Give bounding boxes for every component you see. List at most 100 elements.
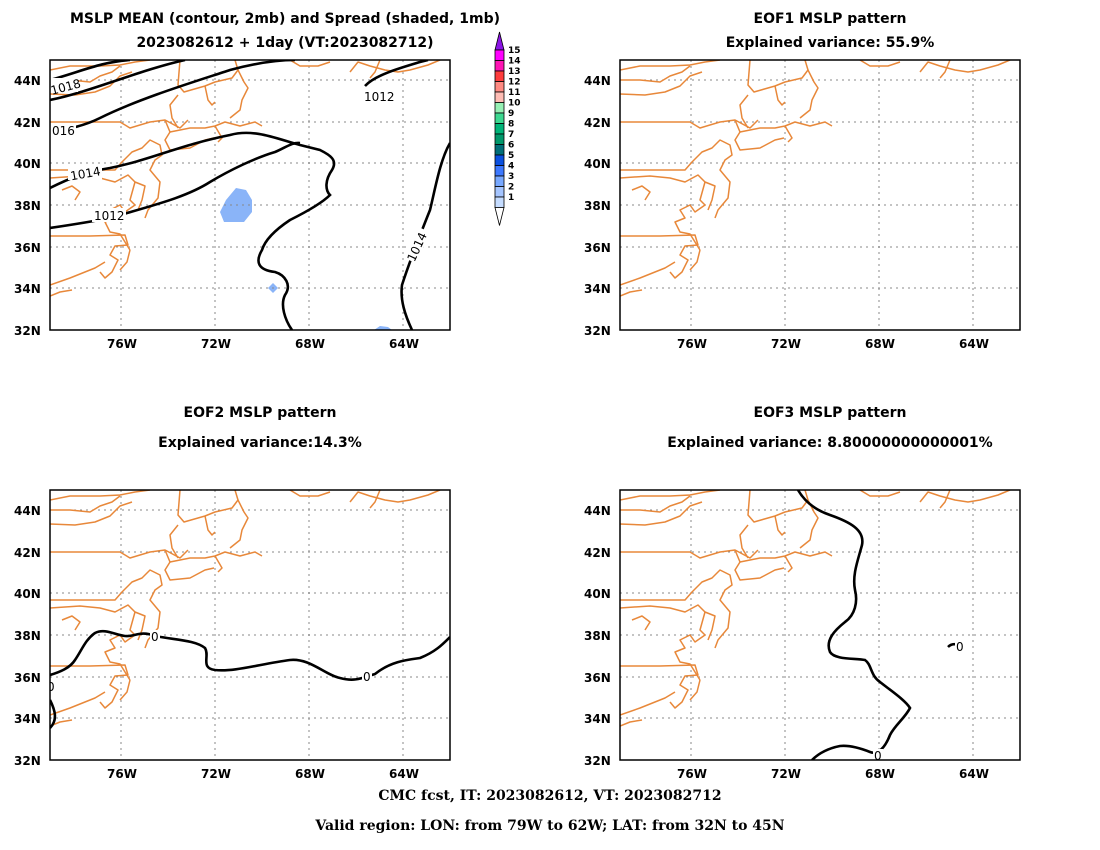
- panel3-contours: [50, 629, 450, 729]
- footer-line1: CMC fcst, IT: 2023082612, VT: 2023082712: [378, 788, 722, 804]
- colorbar-label: 13: [508, 67, 521, 77]
- colorbar-swatch: [494, 60, 505, 72]
- lat-tick: 34N: [584, 712, 611, 726]
- lon-tick: 72W: [771, 337, 801, 351]
- panel4-lat-ticks: 44N 42N 40N 38N 36N 34N 32N: [584, 504, 611, 768]
- panel2-title-line2: Explained variance: 55.9%: [725, 35, 935, 51]
- lat-tick: 40N: [14, 157, 41, 171]
- panel4-contours: [796, 490, 959, 760]
- panel1-contour-label: 1014: [69, 164, 102, 183]
- lon-tick: 68W: [295, 337, 325, 351]
- lon-tick: 64W: [389, 767, 419, 781]
- colorbar-swatch: [494, 133, 505, 145]
- panel2-lat-ticks: 44N 42N 40N 38N 36N 34N 32N: [584, 74, 611, 338]
- panel4-contour-label: 0: [874, 749, 882, 763]
- panel3-title-line2: Explained variance:14.3%: [158, 435, 362, 451]
- panel3-contour-label: 0: [151, 630, 159, 644]
- lon-tick: 68W: [295, 767, 325, 781]
- panel1-contour-label: 016: [52, 124, 75, 138]
- lon-tick: 72W: [201, 767, 231, 781]
- lat-tick: 36N: [14, 671, 41, 685]
- panel2-coastlines: [620, 60, 1011, 297]
- lat-tick: 32N: [14, 754, 41, 768]
- panel1-contour-label: 1018: [49, 76, 82, 97]
- lon-tick: 76W: [677, 337, 707, 351]
- panel4-title-line2: Explained variance: 8.80000000000001%: [667, 435, 993, 451]
- lat-tick: 44N: [14, 504, 41, 518]
- colorbar-swatch: [494, 154, 505, 166]
- panel1-spread-shading: [220, 188, 392, 330]
- panel3-title: EOF2 MSLP pattern Explained variance:14.…: [50, 404, 470, 452]
- panel3-lat-ticks: 44N 42N 40N 38N 36N 34N 32N: [14, 504, 41, 768]
- lat-tick: 44N: [584, 504, 611, 518]
- colorbar-swatch: [494, 196, 505, 208]
- panel4-gridlines: [620, 490, 1020, 760]
- panel4-frame: [619, 489, 1021, 761]
- panel4-map: 0 0 44N 42N 40N 38N 36N 34N 32N 76W 72W …: [584, 489, 1021, 781]
- panel1-title: MSLP MEAN (contour, 2mb) and Spread (sha…: [50, 10, 520, 52]
- panel3-map: 0 0 0 44N 42N 40N 38N 36N 34N 32N 76W 72…: [14, 489, 451, 781]
- lat-tick: 38N: [14, 629, 41, 643]
- lat-tick: 40N: [584, 587, 611, 601]
- panel2-map: 44N 42N 40N 38N 36N 34N 32N 76W 72W 68W …: [584, 59, 1021, 351]
- lon-tick: 64W: [959, 767, 989, 781]
- lon-tick: 76W: [677, 767, 707, 781]
- panel2-title: EOF1 MSLP pattern Explained variance: 55…: [620, 10, 1040, 52]
- lat-tick: 42N: [584, 116, 611, 130]
- lat-tick: 44N: [14, 74, 41, 88]
- colorbar-swatch: [494, 175, 505, 187]
- lon-tick: 72W: [771, 767, 801, 781]
- lat-tick: 38N: [584, 199, 611, 213]
- panel1-contours: [50, 60, 450, 330]
- panel2-frame: [619, 59, 1021, 331]
- colorbar-swatch: [494, 91, 505, 103]
- panel3-frame: [49, 489, 451, 761]
- panel1-coastlines: [50, 60, 441, 297]
- lon-tick: 76W: [107, 337, 137, 351]
- lon-tick: 64W: [959, 337, 989, 351]
- panel3-contour-label: 0: [47, 680, 55, 694]
- panel4-coastlines: [620, 490, 1011, 727]
- colorbar-label: 9: [508, 109, 514, 119]
- panel2-gridlines: [620, 60, 1020, 330]
- lon-tick: 76W: [107, 767, 137, 781]
- panel4-lon-ticks: 76W 72W 68W 64W: [677, 767, 989, 781]
- panel3-title-line1: EOF2 MSLP pattern: [183, 405, 337, 421]
- footer-line2: Valid region: LON: from 79W to 62W; LAT:…: [315, 818, 785, 834]
- colorbar-label: 6: [508, 141, 514, 151]
- lat-tick: 38N: [14, 199, 41, 213]
- panel4-contour-labels: 0 0: [873, 640, 965, 763]
- lat-tick: 32N: [584, 754, 611, 768]
- colorbar-label: 7: [508, 130, 514, 140]
- colorbar-bottom-arrow: [494, 207, 505, 226]
- colorbar-label: 1: [508, 193, 514, 203]
- colorbar-swatch: [494, 165, 505, 177]
- lat-tick: 40N: [14, 587, 41, 601]
- panel4-contour-label: 0: [956, 640, 964, 654]
- panel2-lon-ticks: 76W 72W 68W 64W: [677, 337, 989, 351]
- lat-tick: 36N: [584, 671, 611, 685]
- panel1-lat-ticks: 44N 42N 40N 38N 36N 34N 32N: [14, 74, 41, 338]
- colorbar-label: 12: [508, 78, 521, 88]
- panel3-gridlines: [50, 490, 450, 760]
- panel1-title-line1: MSLP MEAN (contour, 2mb) and Spread (sha…: [70, 11, 500, 27]
- panel3-contour-label: 0: [363, 670, 371, 684]
- lon-tick: 68W: [865, 337, 895, 351]
- panel2-title-line1: EOF1 MSLP pattern: [753, 11, 907, 27]
- lat-tick: 34N: [14, 282, 41, 296]
- lat-tick: 32N: [14, 324, 41, 338]
- colorbar-label: 2: [508, 183, 514, 193]
- panel1-lon-ticks: 76W 72W 68W 64W: [107, 337, 419, 351]
- lon-tick: 68W: [865, 767, 895, 781]
- panel4-title-line1: EOF3 MSLP pattern: [753, 405, 907, 421]
- colorbar-label: 14: [508, 57, 521, 67]
- panel1-frame: [49, 59, 451, 331]
- panel1-contour-label: 1012: [94, 209, 125, 223]
- colorbar-label: 10: [508, 99, 521, 109]
- colorbar-label: 4: [508, 162, 514, 172]
- lat-tick: 36N: [584, 241, 611, 255]
- colorbar-label: 3: [508, 172, 514, 182]
- panel4-title: EOF3 MSLP pattern Explained variance: 8.…: [620, 404, 1040, 452]
- panel1-contour-label: 1012: [364, 90, 395, 104]
